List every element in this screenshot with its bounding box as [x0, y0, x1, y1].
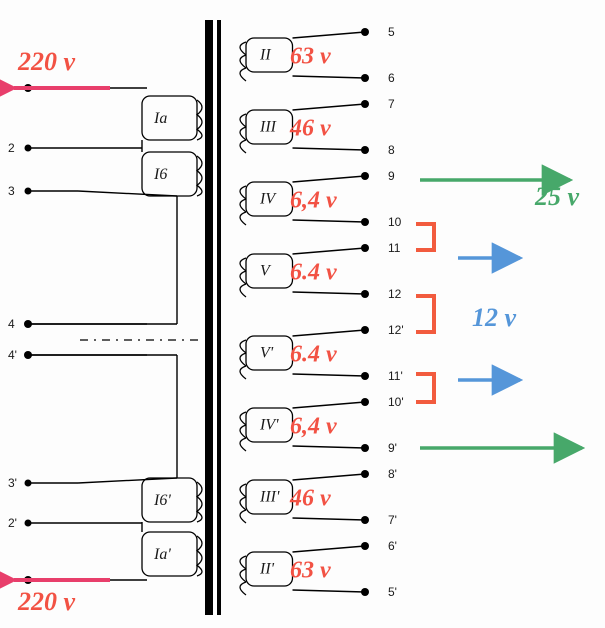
svg-text:V: V [260, 262, 272, 279]
svg-text:5: 5 [388, 25, 395, 39]
svg-text:IV': IV' [259, 416, 279, 433]
winding-label-V: 6.4 v [290, 259, 337, 285]
svg-text:Ia: Ia [153, 110, 167, 127]
blue-voltage-label: 12 v [472, 303, 517, 332]
svg-text:V': V' [260, 344, 274, 361]
svg-text:7': 7' [388, 513, 397, 527]
winding-label-III: 46 v [289, 115, 331, 141]
bracket-2 [418, 374, 434, 402]
svg-text:2': 2' [8, 516, 17, 530]
svg-text:4': 4' [8, 348, 17, 362]
svg-text:8: 8 [388, 143, 395, 157]
winding-label-II': 63 v [290, 557, 331, 583]
svg-text:4: 4 [8, 317, 15, 331]
svg-text:6': 6' [388, 539, 397, 553]
svg-text:10': 10' [388, 395, 404, 409]
svg-text:12': 12' [388, 323, 404, 337]
transformer-diagram: 5 6 II 63 v 7 8 III 46 v 9 10 IV 6,4 v 11 12 V 6.4 v 12'… [0, 0, 605, 628]
svg-text:11': 11' [388, 369, 403, 383]
core-bar-right [217, 20, 221, 615]
svg-text:8': 8' [388, 467, 397, 481]
svg-text:9': 9' [388, 441, 397, 455]
primary-voltage-label-0: 220 v [17, 47, 76, 76]
svg-text:II': II' [259, 560, 275, 577]
core-bar-left [205, 20, 213, 615]
svg-text:I6': I6' [153, 492, 171, 509]
bracket-0 [418, 224, 434, 250]
winding-label-IV': 6,4 v [290, 413, 337, 439]
winding-label-III': 46 v [289, 485, 331, 511]
svg-text:I6: I6 [153, 166, 167, 183]
winding-label-IV: 6,4 v [290, 187, 337, 213]
svg-text:5': 5' [388, 585, 397, 599]
svg-text:III: III [259, 118, 277, 135]
svg-text:12: 12 [388, 287, 402, 301]
svg-text:6: 6 [388, 71, 395, 85]
green-voltage-label: 25 v [534, 182, 580, 211]
svg-text:IV: IV [259, 190, 277, 207]
svg-text:11: 11 [388, 241, 401, 255]
svg-text:3: 3 [8, 184, 15, 198]
bracket-1 [418, 296, 434, 332]
svg-text:7: 7 [388, 97, 395, 111]
winding-label-II: 63 v [290, 43, 331, 69]
primary-voltage-label-1: 220 v [17, 587, 76, 616]
svg-text:Ia': Ia' [153, 546, 171, 563]
svg-text:2: 2 [8, 141, 15, 155]
svg-text:3': 3' [8, 476, 17, 490]
svg-text:III': III' [259, 488, 280, 505]
svg-text:10: 10 [388, 215, 402, 229]
winding-label-V': 6.4 v [290, 341, 337, 367]
svg-text:9: 9 [388, 169, 395, 183]
svg-text:II: II [259, 46, 271, 63]
